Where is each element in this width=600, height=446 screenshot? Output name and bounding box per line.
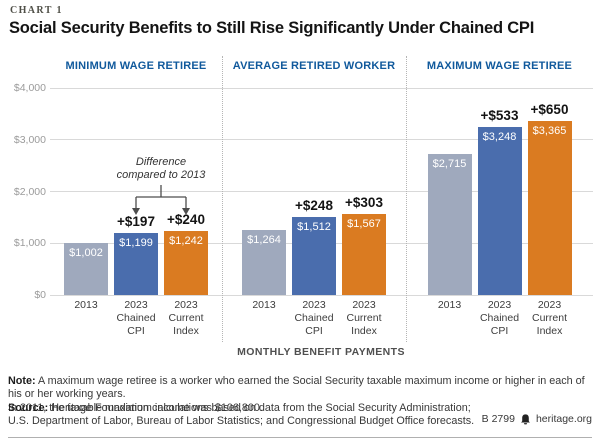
bar-value-label: $2,715 xyxy=(432,158,467,171)
gridline xyxy=(50,87,593,89)
heritage-bell-logo-icon xyxy=(520,413,530,424)
bar xyxy=(64,243,108,295)
bar xyxy=(242,229,286,295)
chart-title: Social Security Benefits to Still Rise S… xyxy=(9,19,535,37)
gridline xyxy=(50,139,593,141)
bar-value-label: $1,002 xyxy=(69,247,103,260)
y-axis-label: $4,000 xyxy=(13,82,46,94)
gridline xyxy=(50,191,593,192)
bar-value-label: $1,264 xyxy=(247,233,281,246)
note-label: Note: xyxy=(8,375,36,387)
bottom-divider xyxy=(8,437,592,438)
x-tick-label: 2023 Chained CPI xyxy=(294,299,334,337)
x-tick-label: 2023 Current Index xyxy=(346,299,382,337)
note-text: Note: A maximum wage retiree is a worker… xyxy=(8,375,592,415)
bar xyxy=(342,213,386,295)
bar-value-label: $3,365 xyxy=(532,124,567,137)
bar-value-label: $1,199 xyxy=(119,236,153,249)
gridline xyxy=(50,294,593,296)
chart-kicker: CHART 1 xyxy=(10,5,63,16)
note-body: A maximum wage retiree is a worker who e… xyxy=(8,375,585,414)
bar-value-label: $1,512 xyxy=(297,220,331,233)
x-tick-label: 2013 xyxy=(74,299,98,311)
bar xyxy=(477,126,522,295)
panel-header: MINIMUM WAGE RETIREE xyxy=(65,60,207,72)
bar-diff-label: +$533 xyxy=(480,107,519,123)
bar-diff-label: +$303 xyxy=(345,194,383,210)
y-axis-label: $1,000 xyxy=(13,237,46,250)
x-tick-label: 2023 Chained CPI xyxy=(479,299,520,337)
source-label: Source: xyxy=(8,402,49,414)
bar-value-label: $1,242 xyxy=(169,234,203,247)
publication-info: B 2799 heritage.org xyxy=(475,413,592,425)
bar-value-label: $3,248 xyxy=(482,130,517,143)
panel-separator xyxy=(405,56,407,342)
bar xyxy=(527,120,572,295)
bar xyxy=(164,230,208,295)
site-name: heritage.org xyxy=(535,413,592,425)
bar-diff-label: +$197 xyxy=(117,213,155,229)
x-tick-label: 2023 Current Index xyxy=(531,299,567,337)
y-axis-label: $0 xyxy=(34,289,46,301)
source-text: Source: Heritage Foundation calculations… xyxy=(8,402,592,429)
bar xyxy=(292,216,336,295)
annotation-difference-note: Difference compared to 2013 xyxy=(116,156,206,181)
x-axis-caption: MONTHLY BENEFIT PAYMENTS xyxy=(237,346,405,358)
source-body: Heritage Foundation calculations based o… xyxy=(8,402,475,428)
x-tick-label: 2023 Current Index xyxy=(168,299,204,337)
panel-header: MAXIMUM WAGE RETIREE xyxy=(426,60,573,72)
y-axis-label: $2,000 xyxy=(13,185,46,198)
annotation-bracket xyxy=(132,185,190,215)
panel-separator xyxy=(221,56,223,342)
bar-value-label: $1,567 xyxy=(347,217,381,230)
bar-diff-label: +$650 xyxy=(530,101,569,117)
panel-header: AVERAGE RETIRED WORKER xyxy=(232,60,396,72)
bar-diff-label: +$248 xyxy=(295,197,333,213)
x-tick-label: 2013 xyxy=(437,299,462,311)
bar xyxy=(114,232,158,295)
x-tick-label: 2023 Chained CPI xyxy=(116,299,156,337)
x-tick-label: 2013 xyxy=(252,299,276,311)
y-axis-label: $3,000 xyxy=(13,133,46,146)
bar-diff-label: +$240 xyxy=(167,211,205,227)
publication-id: B 2799 xyxy=(481,413,515,425)
bar xyxy=(427,154,472,295)
